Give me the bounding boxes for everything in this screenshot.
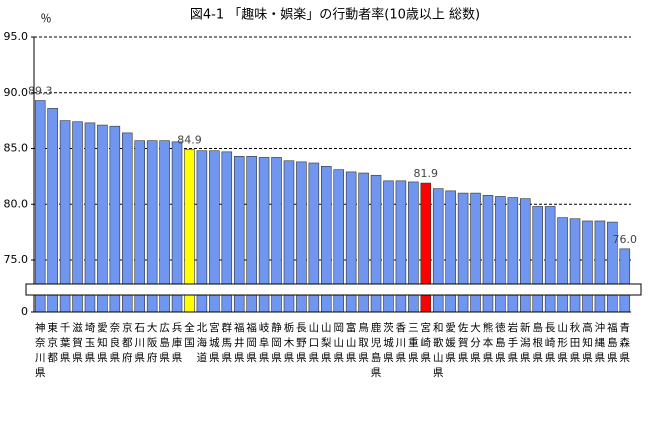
x-tick-label: 山梨県 — [321, 322, 332, 364]
x-tick-label: 島根県 — [532, 321, 543, 364]
x-tick-label: 高知県 — [582, 321, 593, 364]
bar — [47, 108, 58, 313]
x-tick-label: 岩手県 — [508, 321, 519, 364]
x-tick-label: 鳥取県 — [358, 321, 369, 364]
x-tick-label: 福井県 — [234, 321, 245, 364]
x-tick-label: 兵庫県 — [172, 321, 183, 364]
bar — [594, 220, 606, 313]
x-tick-label: 茨城県 — [383, 321, 394, 364]
x-tick-label: 大阪府 — [147, 321, 158, 364]
y-tick-label: 90.0 — [4, 86, 29, 99]
data-label: 89.3 — [28, 85, 53, 98]
x-tick-label: 新潟県 — [520, 321, 531, 364]
y-tick-label: 85.0 — [4, 142, 29, 155]
x-tick-label: 滋賀県 — [72, 321, 83, 364]
bar — [582, 220, 593, 313]
x-tick-label: 沖縄県 — [595, 321, 606, 364]
data-label: 81.9 — [414, 167, 439, 180]
x-tick-label: 長野県 — [296, 322, 307, 364]
bar — [557, 217, 568, 313]
x-tick-label: 富山県 — [346, 321, 357, 364]
bar — [569, 218, 581, 313]
data-label: 84.9 — [177, 134, 202, 147]
x-tick-label: 栃木県 — [284, 321, 295, 364]
bar — [72, 121, 83, 313]
x-tick-label: 宮崎県 — [421, 321, 432, 364]
x-tick-label: 福岡県 — [246, 321, 257, 364]
x-tick-label: 神奈川県 — [35, 321, 46, 379]
bar — [59, 120, 71, 313]
bar — [34, 100, 46, 313]
y-tick-label: 80.0 — [4, 197, 29, 210]
x-tick-label: 三重県 — [408, 322, 419, 364]
x-tick-label: 徳島県 — [495, 321, 506, 364]
x-tick-label: 福島県 — [607, 321, 618, 364]
x-tick-label: 鹿児島県 — [371, 321, 382, 379]
x-tick-label: 長崎県 — [545, 322, 556, 364]
axis-break — [25, 283, 642, 296]
y-tick-label: 95.0 — [4, 30, 29, 43]
x-tick-label: 群馬県 — [222, 321, 233, 364]
x-tick-label: 愛媛県 — [445, 321, 456, 364]
x-tick-label: 大分県 — [470, 321, 481, 364]
y-tick-label: 75.0 — [4, 253, 29, 266]
y-axis-label: ％ — [41, 12, 52, 25]
x-tick-label: 岡山県 — [333, 322, 344, 364]
x-tick-label: 山口県 — [309, 322, 320, 364]
y-tick-label: 0 — [21, 305, 28, 318]
x-tick-label: 熊本県 — [483, 321, 494, 364]
chart-title: 図4-1 「趣味・娯楽」の行動者率(10歳以上 総数) — [190, 7, 480, 23]
x-tick-label: 広島県 — [159, 321, 170, 364]
data-label: 76.0 — [613, 233, 638, 246]
bar — [532, 206, 543, 313]
x-tick-label: 全国 — [184, 321, 195, 349]
x-tick-label: 宮城県 — [209, 321, 220, 364]
x-tick-label: 山形県 — [557, 322, 568, 364]
x-tick-label: 奈良県 — [110, 321, 121, 364]
x-tick-label: 石川県 — [134, 322, 145, 364]
x-tick-label: 北海道 — [197, 322, 208, 364]
x-tick-label: 香川県 — [396, 322, 407, 364]
x-tick-label: 埼玉県 — [85, 321, 96, 364]
x-tick-label: 千葉県 — [60, 322, 71, 364]
x-tick-label: 佐賀県 — [458, 321, 469, 364]
x-tick-label: 京都府 — [122, 321, 133, 364]
x-tick-label: 愛知県 — [97, 321, 108, 364]
x-tick-label: 秋田県 — [570, 321, 581, 364]
bar — [544, 206, 556, 313]
bar — [619, 248, 631, 313]
x-tick-label: 和歌山県 — [433, 322, 444, 379]
x-tick-label: 岐阜県 — [259, 321, 270, 364]
x-tick-label: 青森県 — [620, 321, 631, 364]
x-tick-label: 東京都 — [47, 321, 58, 364]
x-tick-label: 静岡県 — [271, 321, 282, 364]
